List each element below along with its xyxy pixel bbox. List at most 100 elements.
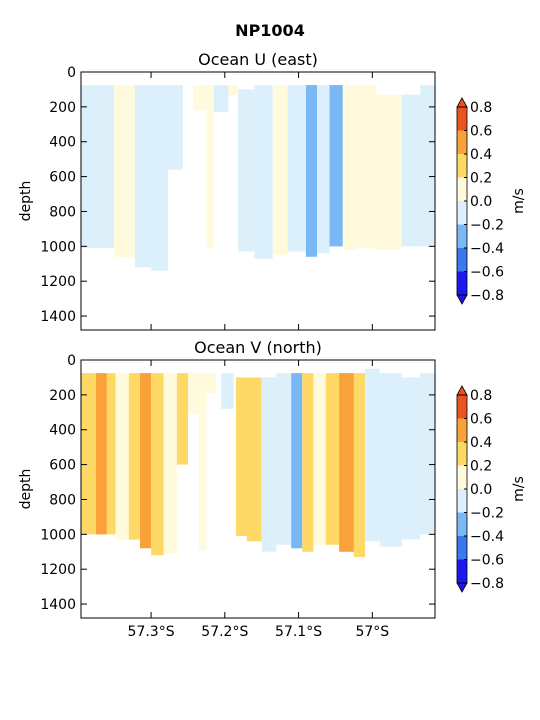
colorbar-segment [457,154,467,178]
colorbar-extend-bottom [456,582,468,593]
colorbar-tick-label: −0.8 [470,288,504,304]
colorbar-segment [457,201,467,225]
colorbar-u: m/s −0.8 −0.6 −0.4 −0.2 0.0 0.2 0.4 0.6 0.8 [456,97,527,305]
contour-column [206,85,214,249]
y-tick-label: 400 [49,423,76,439]
axes-frame [80,71,436,331]
contour-column [254,85,273,259]
panel-ocean-v: Ocean V (north) depth 0 200 400 600 800 1000 1… [18,338,436,640]
y-tick-label: 600 [49,458,76,474]
colorbar-tick-label: 0.8 [470,388,492,404]
contour-column [379,373,402,547]
contour-column [140,373,152,549]
contour-column [199,373,207,550]
contour-column [342,85,358,250]
contour-column [401,94,421,247]
contour-column [228,85,239,95]
y-tick-label: 400 [49,135,76,151]
colorbar-v: m/s −0.8 −0.6 −0.4 −0.2 0.0 0.2 0.4 0.6 0.8 [456,385,527,593]
y-tick-label: 0 [67,353,76,369]
contour-fill-u [81,72,435,330]
contour-column [238,89,255,252]
y-tick-label: 800 [49,492,76,508]
y-tick-label: 200 [49,100,76,116]
colorbar-segment [457,489,467,513]
x-tick-label: 57.2°S [201,624,248,640]
colorbar-tick-label: 0.6 [470,412,492,428]
y-tick-label: 1400 [40,309,76,325]
contour-column [115,373,129,540]
contour-column [401,377,421,540]
contour-column [193,85,207,111]
colorbar-tick-label: −0.2 [470,218,504,234]
colorbar-segment [457,271,467,295]
contour-fill-v [81,360,435,618]
panel-title-v: Ocean V (north) [194,338,322,357]
contour-column [339,373,354,552]
contour-column [235,377,247,536]
y-tick-label: 800 [49,204,76,220]
contour-column [206,373,216,394]
colorbar-segment [457,395,467,419]
contour-column [176,373,188,465]
contour-column [151,373,164,556]
colorbar-tick-label: 0.6 [470,124,492,140]
contour-column [272,85,288,256]
colorbar-tick-label: 0.2 [470,171,492,187]
contour-column [420,85,435,247]
figure-title: NP1004 [235,21,305,40]
contour-column [106,373,116,535]
colorbar-extend-top [456,385,468,396]
colorbar-extend-top [456,97,468,108]
contour-column [313,373,326,545]
colorbar-tick-label: 0.0 [470,482,492,498]
contour-column [420,373,435,535]
panel-ocean-u: Ocean U (east) depth 0 200 400 600 800 1000 12… [18,50,436,331]
contour-column [81,85,105,249]
y-tick-label: 0 [67,65,76,81]
colorbar-label-u: m/s [511,188,527,214]
colorbar-segment [457,107,467,131]
contour-column [246,377,262,542]
colorbar-tick-label: 0.2 [470,459,492,475]
y-tick-label: 1200 [40,274,76,290]
contour-column [302,373,314,552]
colorbar-segment [457,559,467,583]
colorbar-tick-label: −0.2 [470,506,504,522]
y-tick-label: 600 [49,170,76,186]
contour-column [364,368,380,542]
contour-column [95,373,107,535]
colorbar-tick-label: −0.4 [470,529,504,545]
colorbar-segment [457,177,467,201]
axes-frame [80,359,436,619]
y-tick-label: 200 [49,388,76,404]
colorbar-segment [457,512,467,536]
colorbar-extend-bottom [456,294,468,305]
contour-column [221,373,234,409]
ylabel-u: depth [18,181,34,222]
contour-column [287,85,306,252]
contour-column [114,85,135,257]
colorbar-tick-label: −0.6 [470,265,504,281]
contour-column [276,373,292,545]
contour-column [329,85,343,247]
contour-column [291,373,303,549]
colorbar-tick-label: 0.4 [470,147,492,163]
colorbar-segment [457,536,467,560]
colorbar-segment [457,130,467,154]
colorbar-segment [457,248,467,272]
colorbar-tick-label: 0.4 [470,435,492,451]
colorbar-tick-label: −0.6 [470,553,504,569]
x-tick-label: 57.1°S [275,624,322,640]
contour-column [261,377,277,552]
y-tick-label: 1200 [40,562,76,578]
y-tick-label: 1000 [40,239,76,255]
contour-column [357,85,376,249]
colorbar-label-v: m/s [511,476,527,502]
axes-u: 0 200 400 600 800 1000 1200 1400 [40,65,436,331]
axes-v: 0 200 400 600 800 1000 1200 1400 57.3°S 57.2°S 57.… [40,353,436,640]
contour-column [163,373,177,554]
x-tick-label: 57°S [355,624,389,640]
contour-column [317,85,330,254]
